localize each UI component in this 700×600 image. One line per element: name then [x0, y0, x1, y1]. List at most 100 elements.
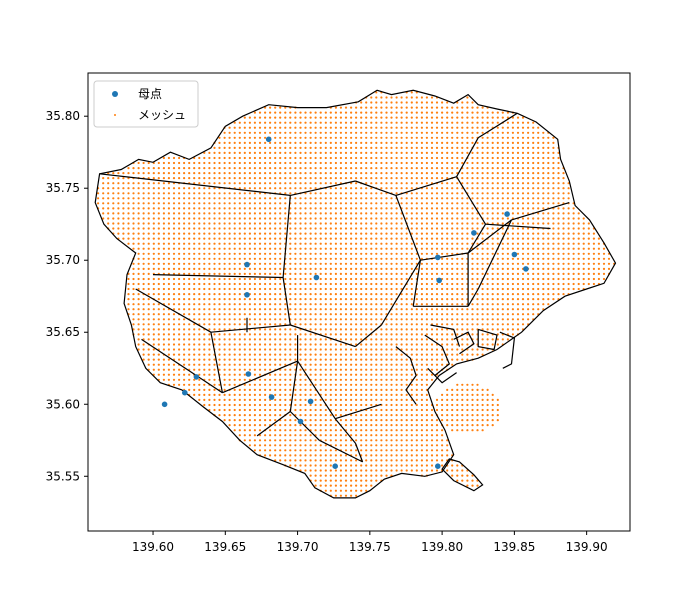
mesh-point [370, 136, 373, 139]
mesh-point [233, 161, 236, 165]
mesh-point [461, 398, 464, 401]
mesh-point [430, 146, 434, 149]
mesh-point [309, 424, 312, 427]
mesh-point [451, 363, 454, 366]
mesh-point [198, 227, 201, 230]
mesh-point [248, 177, 251, 180]
mesh-point [157, 232, 160, 235]
mesh-point [107, 217, 110, 220]
mesh-point [178, 343, 181, 346]
mesh-point [420, 328, 423, 331]
mesh-point [223, 378, 226, 381]
mesh-point [172, 298, 176, 301]
mesh-point [486, 318, 489, 321]
mesh-point [380, 343, 383, 346]
mesh-point [289, 257, 292, 260]
mesh-point [380, 287, 383, 291]
mesh-point [183, 363, 186, 366]
mesh-point [264, 277, 267, 281]
mesh-point [385, 222, 388, 225]
mesh-point [284, 454, 287, 457]
mesh-point [350, 474, 353, 477]
mesh-point [466, 151, 469, 154]
mesh-point [365, 151, 368, 154]
mesh-point [496, 121, 499, 124]
mesh-point [289, 393, 292, 396]
mesh-point [420, 323, 423, 326]
mesh-point [172, 363, 176, 366]
mesh-point [238, 121, 241, 124]
mesh-point [435, 424, 439, 427]
mesh-point [400, 167, 403, 170]
mesh-point [223, 363, 226, 366]
mesh-point [360, 378, 363, 381]
mesh-point [466, 126, 469, 129]
mesh-point [360, 172, 363, 175]
mesh-point [157, 363, 160, 366]
mesh-point [466, 308, 469, 311]
mesh-point [147, 247, 150, 250]
mesh-point [486, 403, 489, 407]
mesh-point [213, 408, 216, 412]
mesh-point [248, 227, 251, 230]
mesh-point [304, 298, 307, 301]
mesh-point [243, 408, 246, 412]
mesh-point [466, 232, 469, 235]
mesh-point [385, 111, 388, 114]
mesh-point [193, 293, 196, 296]
mesh-point [248, 197, 251, 200]
mesh-point [516, 227, 520, 230]
mesh-point [339, 383, 342, 386]
mesh-point [243, 308, 246, 311]
mesh-point [420, 353, 423, 356]
mesh-point [425, 197, 428, 200]
mesh-point [319, 484, 322, 487]
mesh-point [466, 479, 469, 482]
mesh-point [481, 161, 484, 165]
mesh-point [127, 232, 130, 235]
mesh-point [253, 393, 256, 396]
mesh-point [218, 197, 221, 200]
mesh-point [456, 323, 459, 326]
mesh-point [466, 383, 469, 386]
mesh-point [456, 414, 459, 417]
mesh-point [476, 282, 479, 286]
mesh-point [274, 348, 277, 351]
mesh-point [385, 474, 388, 477]
mesh-point [370, 121, 373, 124]
mesh-point [162, 222, 165, 225]
mesh-point [324, 383, 327, 386]
mesh-point [324, 323, 327, 326]
mesh-point [284, 172, 287, 175]
mesh-point [425, 348, 428, 351]
mesh-point [157, 368, 160, 371]
mesh-point [481, 262, 484, 265]
mesh-point [243, 232, 246, 235]
mesh-point [334, 424, 337, 427]
mesh-point [506, 217, 509, 220]
mesh-point [365, 393, 368, 396]
mesh-point [238, 403, 241, 407]
mesh-point [405, 363, 408, 366]
mesh-point [203, 247, 206, 250]
mesh-point [162, 252, 165, 255]
mesh-point [314, 313, 317, 316]
mesh-point [506, 232, 509, 235]
mesh-point [152, 262, 155, 265]
mesh-point [238, 131, 241, 134]
mesh-point [264, 167, 267, 170]
mesh-point [147, 338, 150, 341]
mesh-point [355, 469, 358, 472]
mesh-point [178, 156, 181, 160]
mesh-point [385, 303, 388, 306]
mesh-point [127, 277, 130, 281]
mesh-point [446, 267, 449, 270]
mesh-point [506, 293, 509, 296]
mesh-point [264, 232, 267, 235]
mesh-point [142, 267, 145, 270]
mesh-point [506, 237, 509, 240]
mesh-point [385, 136, 388, 139]
mesh-point [339, 242, 342, 245]
mesh-point [344, 348, 348, 351]
mesh-point [218, 222, 221, 225]
